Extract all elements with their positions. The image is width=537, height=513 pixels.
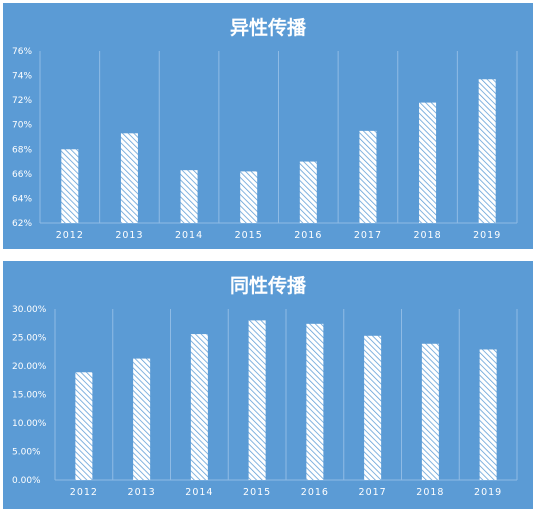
x-tick-label: 2012 xyxy=(56,230,84,241)
x-tick-label: 2015 xyxy=(243,487,271,498)
y-tick-label: 66% xyxy=(12,170,32,180)
y-tick-label: 5.00% xyxy=(12,448,41,458)
y-tick-label: 74% xyxy=(12,72,32,82)
chart-panel-heterosexual: 62% 64% 66% 68% 70% 72% 74% 76% 2012 2013 2014 2015… xyxy=(3,3,533,249)
x-tick-label: 2017 xyxy=(354,230,382,241)
bar-2014 xyxy=(180,170,198,223)
bar-2019 xyxy=(478,79,496,223)
x-tick-label: 2017 xyxy=(359,487,387,498)
bar-2016 xyxy=(299,161,317,223)
y-tick-label: 68% xyxy=(12,145,32,155)
y-tick-label: 20.00% xyxy=(12,362,47,372)
x-tick-label: 2013 xyxy=(115,230,143,241)
bar-2012 xyxy=(61,149,79,223)
chart-title: 异性传播 xyxy=(229,17,306,39)
y-tick-label: 62% xyxy=(12,219,32,229)
bar-2014 xyxy=(190,334,208,480)
x-tick-label: 2014 xyxy=(185,487,213,498)
y-tick-label: 30.00% xyxy=(12,305,47,315)
x-tick-label: 2013 xyxy=(128,487,156,498)
bar-2019 xyxy=(479,349,497,480)
bar-2017 xyxy=(359,130,377,223)
bar-2016 xyxy=(306,323,324,480)
x-tick-label: 2018 xyxy=(416,487,444,498)
y-tick-label: 76% xyxy=(12,47,32,57)
chart-title: 同性传播 xyxy=(229,275,306,297)
x-tick-label: 2014 xyxy=(175,230,203,241)
bar-2017 xyxy=(364,335,382,480)
x-tick-label: 2016 xyxy=(301,487,329,498)
bar-2013 xyxy=(120,133,138,223)
x-tick-label: 2019 xyxy=(473,230,501,241)
x-tick-label: 2015 xyxy=(235,230,263,241)
x-tick-label: 2016 xyxy=(294,230,322,241)
bar-2013 xyxy=(133,358,151,480)
bar-2012 xyxy=(75,372,93,480)
x-tick-label: 2018 xyxy=(413,230,441,241)
x-tick-label: 2019 xyxy=(474,487,502,498)
y-tick-label: 70% xyxy=(12,121,32,131)
x-tick-label: 2012 xyxy=(70,487,98,498)
y-tick-label: 72% xyxy=(12,96,32,106)
y-tick-label: 64% xyxy=(12,194,32,204)
bar-2018 xyxy=(421,343,439,480)
y-tick-label: 25.00% xyxy=(12,334,47,344)
chart-plot-homosexual: 0.00% 5.00% 10.00% 15.00% 20.00% 25.00% 30.00%… xyxy=(12,305,518,498)
y-tick-label: 15.00% xyxy=(12,391,47,401)
y-tick-label: 0.00% xyxy=(12,476,41,486)
bar-2015 xyxy=(248,320,266,480)
bar-2018 xyxy=(419,102,437,223)
y-tick-label: 10.00% xyxy=(12,419,47,429)
chart-plot-heterosexual: 62% 64% 66% 68% 70% 72% 74% 76% 2012 2013 2014 2015… xyxy=(12,47,518,241)
bar-2015 xyxy=(240,171,258,223)
chart-panel-homosexual: 0.00% 5.00% 10.00% 15.00% 20.00% 25.00% 30.00%… xyxy=(3,261,533,509)
